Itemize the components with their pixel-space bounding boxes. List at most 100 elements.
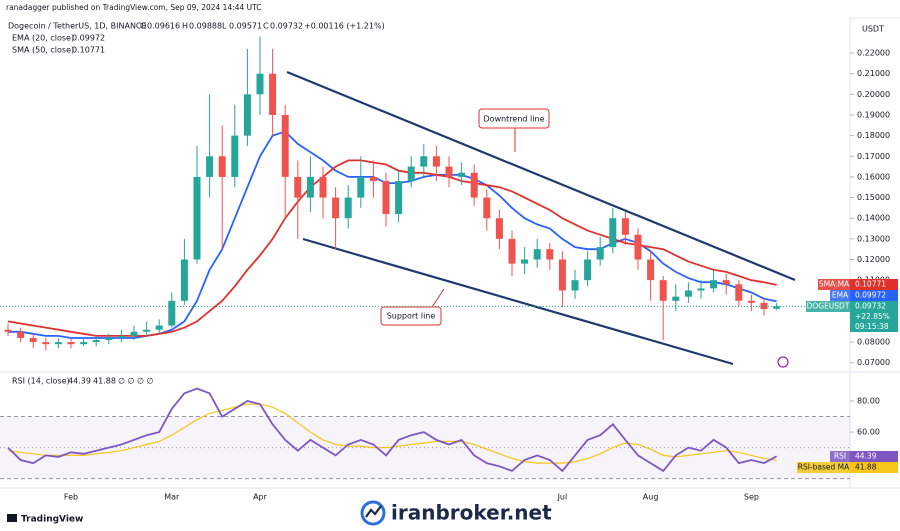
candle-body xyxy=(735,284,743,301)
candle-body xyxy=(432,156,440,167)
footer-brand: TradingView xyxy=(21,515,83,525)
candle-body xyxy=(483,197,491,219)
candle-body xyxy=(269,73,277,115)
sma-tag-value: 0.10771 xyxy=(855,280,886,289)
candle-body xyxy=(382,181,390,215)
candle-body xyxy=(395,181,403,215)
candle-body xyxy=(193,176,201,260)
candle-body xyxy=(243,94,251,136)
callout-box xyxy=(478,108,550,129)
y-tick-label: 0.15000 xyxy=(857,193,890,202)
rsi-y-tick-label: 80.00 xyxy=(857,397,880,406)
candle-body xyxy=(357,176,365,198)
rsi-ma-tag-label: RSI-based MA xyxy=(798,463,850,472)
candle-body xyxy=(533,249,541,260)
candle-body xyxy=(319,176,327,198)
candle-body xyxy=(634,234,642,260)
y-tick-label: 0.17000 xyxy=(857,152,890,161)
candle-body xyxy=(407,166,415,182)
price-tag-extra: 09:15:38 xyxy=(855,322,889,331)
watermark: iranbroker.net xyxy=(391,501,552,525)
y-tick-label: 0.18000 xyxy=(857,131,890,140)
candle-body xyxy=(445,166,453,177)
chart-title: Dogecoin / TetherUS, 1D, BINANCE xyxy=(8,22,147,31)
candle-body xyxy=(105,337,113,341)
event-icon xyxy=(777,356,789,368)
candle-body xyxy=(747,300,755,303)
rsi-tag-value: 44.39 xyxy=(855,452,877,461)
y-tick-label: 0.13000 xyxy=(857,234,890,243)
rsi-y-tick-label: 60.00 xyxy=(857,428,880,437)
ohlc-value: 0.09616 xyxy=(147,22,180,31)
candle-body xyxy=(558,259,566,291)
sma-tag-label: SMA:MA xyxy=(819,280,850,289)
price-tag-extra: +22.85% xyxy=(855,312,890,321)
ohlc-value: 0.09888 xyxy=(189,22,222,31)
candle-body xyxy=(546,249,554,260)
y-tick-label: 0.19000 xyxy=(857,110,890,119)
candle-body xyxy=(609,218,617,248)
candle-body xyxy=(4,329,12,332)
candle-body xyxy=(67,342,75,345)
candle-body xyxy=(722,280,730,285)
ohlc-label: H xyxy=(182,22,188,31)
candle-body xyxy=(332,197,340,219)
ema-tag xyxy=(830,290,850,301)
ma-line xyxy=(8,130,777,339)
y-tick-label: 0.07000 xyxy=(857,358,890,367)
candle-body xyxy=(420,156,428,167)
candle-body xyxy=(306,176,314,198)
currency: USDT xyxy=(862,25,884,34)
x-tick-label: Aug xyxy=(643,493,659,502)
rsi-tag-label: RSI xyxy=(834,452,846,461)
price-tag xyxy=(806,301,850,312)
x-tick-label: Feb xyxy=(64,493,78,502)
watermark-logo xyxy=(365,505,382,518)
candle-body xyxy=(29,337,37,343)
ohlc-label: C xyxy=(263,22,269,31)
candle-body xyxy=(54,342,62,345)
candle-body xyxy=(17,331,25,338)
legend-value: 0.10771 xyxy=(72,46,105,55)
price-tag-value: 0.09732 xyxy=(855,302,886,311)
candle-body xyxy=(621,218,629,235)
candle-body xyxy=(180,259,188,301)
support-line xyxy=(302,237,734,366)
candle-body xyxy=(710,280,718,289)
candle-body xyxy=(684,290,692,297)
candle-body xyxy=(508,238,516,264)
candle-body xyxy=(647,259,655,281)
y-tick-label: 0.22000 xyxy=(857,49,890,58)
tv-logo xyxy=(7,514,17,522)
candle-body xyxy=(596,247,604,260)
annotation: Support line xyxy=(387,312,436,321)
candle-body xyxy=(344,197,352,219)
legend-value: 0.09972 xyxy=(72,34,105,43)
candle-body xyxy=(672,296,680,301)
rsi-tag xyxy=(850,451,898,462)
x-tick-label: Sep xyxy=(744,493,759,502)
legend-name: SMA (50, close) xyxy=(12,46,74,55)
candle-body xyxy=(584,259,592,281)
y-tick-label: 0.14000 xyxy=(857,214,890,223)
candle-body xyxy=(294,176,302,198)
candle-body xyxy=(697,288,705,291)
candle-body xyxy=(206,156,214,177)
ema-tag xyxy=(850,290,898,301)
rsi-ma-tag xyxy=(797,462,850,473)
rsi-ma-tag-value: 41.88 xyxy=(855,463,877,472)
rsi-line xyxy=(7,387,778,473)
y-tick-label: 0.20000 xyxy=(857,90,890,99)
y-tick-label: 0.12000 xyxy=(857,255,890,264)
candle-body xyxy=(80,342,88,345)
candle-body xyxy=(773,306,781,309)
rsi-tag xyxy=(830,451,850,462)
candle-body xyxy=(495,218,503,239)
y-tick-label: 0.21000 xyxy=(857,69,890,78)
x-tick-label: Apr xyxy=(253,493,268,502)
rsi-legend-value: 44.39 xyxy=(68,377,91,386)
ohlc-value: 0.09571 xyxy=(229,22,262,31)
rsi-band xyxy=(0,416,850,479)
callout-pointer xyxy=(431,288,445,308)
